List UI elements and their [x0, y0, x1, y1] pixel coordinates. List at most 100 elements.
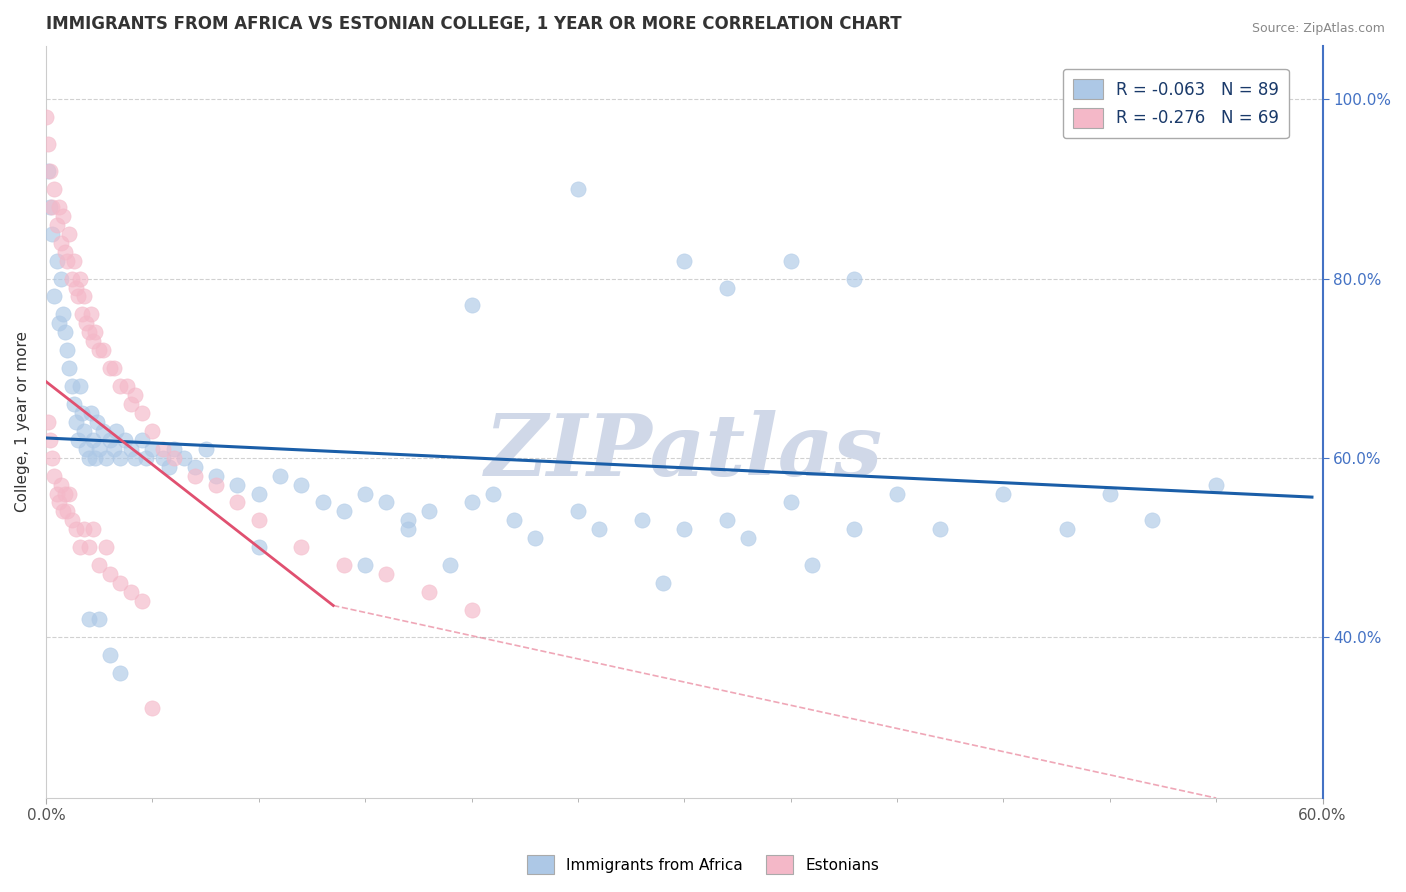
- Point: [716, 280, 738, 294]
- Text: ZIPatlas: ZIPatlas: [485, 410, 883, 493]
- Point: [73, 522, 96, 536]
- Point: [120, 442, 142, 456]
- Point: [65, 522, 87, 536]
- Point: [131, 594, 153, 608]
- Point: [141, 701, 163, 715]
- Point: [1098, 486, 1121, 500]
- Legend: R = -0.063   N = 89, R = -0.276   N = 69: R = -0.063 N = 89, R = -0.276 N = 69: [1063, 69, 1289, 138]
- Point: [110, 665, 132, 680]
- Point: [44, 182, 66, 196]
- Point: [673, 253, 696, 268]
- Point: [41, 227, 63, 241]
- Point: [48, 316, 70, 330]
- Point: [77, 612, 100, 626]
- Point: [84, 450, 107, 465]
- Point: [37, 137, 59, 152]
- Point: [333, 558, 356, 573]
- Point: [66, 289, 89, 303]
- Point: [73, 289, 96, 303]
- Point: [48, 495, 70, 509]
- Point: [396, 513, 419, 527]
- Point: [162, 450, 184, 465]
- Point: [247, 486, 270, 500]
- Point: [82, 522, 104, 536]
- Point: [77, 450, 100, 465]
- Point: [56, 504, 79, 518]
- Point: [79, 307, 101, 321]
- Point: [52, 209, 75, 223]
- Point: [89, 343, 111, 358]
- Point: [86, 415, 108, 429]
- Point: [37, 415, 59, 429]
- Point: [66, 433, 89, 447]
- Point: [194, 442, 217, 456]
- Point: [41, 450, 63, 465]
- Text: Source: ZipAtlas.com: Source: ZipAtlas.com: [1251, 22, 1385, 36]
- Point: [503, 513, 526, 527]
- Point: [52, 504, 75, 518]
- Point: [247, 541, 270, 555]
- Point: [48, 200, 70, 214]
- Point: [152, 450, 174, 465]
- Point: [460, 603, 482, 617]
- Point: [993, 486, 1015, 500]
- Point: [928, 522, 950, 536]
- Point: [481, 486, 503, 500]
- Point: [110, 450, 132, 465]
- Point: [75, 442, 97, 456]
- Point: [58, 227, 80, 241]
- Point: [439, 558, 461, 573]
- Point: [93, 343, 115, 358]
- Point: [115, 379, 138, 393]
- Point: [58, 361, 80, 376]
- Point: [56, 343, 79, 358]
- Point: [567, 504, 589, 518]
- Point: [124, 450, 146, 465]
- Point: [53, 244, 76, 259]
- Point: [152, 442, 174, 456]
- Point: [290, 541, 312, 555]
- Point: [205, 468, 228, 483]
- Point: [69, 541, 91, 555]
- Point: [141, 424, 163, 438]
- Point: [460, 298, 482, 312]
- Point: [110, 379, 132, 393]
- Point: [375, 495, 398, 509]
- Point: [94, 541, 117, 555]
- Point: [70, 307, 93, 321]
- Point: [226, 495, 249, 509]
- Point: [53, 486, 76, 500]
- Point: [131, 406, 153, 420]
- Point: [588, 522, 610, 536]
- Point: [60, 271, 83, 285]
- Point: [311, 495, 333, 509]
- Point: [120, 397, 142, 411]
- Point: [93, 424, 115, 438]
- Point: [49, 477, 72, 491]
- Point: [524, 531, 547, 545]
- Point: [652, 576, 675, 591]
- Point: [77, 326, 100, 340]
- Point: [44, 468, 66, 483]
- Text: IMMIGRANTS FROM AFRICA VS ESTONIAN COLLEGE, 1 YEAR OR MORE CORRELATION CHART: IMMIGRANTS FROM AFRICA VS ESTONIAN COLLE…: [46, 15, 901, 33]
- Point: [1205, 477, 1227, 491]
- Point: [135, 450, 157, 465]
- Point: [69, 379, 91, 393]
- Point: [673, 522, 696, 536]
- Point: [39, 433, 62, 447]
- Point: [103, 442, 125, 456]
- Point: [62, 253, 84, 268]
- Point: [173, 450, 195, 465]
- Point: [58, 486, 80, 500]
- Point: [53, 326, 76, 340]
- Point: [69, 271, 91, 285]
- Point: [39, 200, 62, 214]
- Point: [162, 442, 184, 456]
- Point: [114, 433, 136, 447]
- Point: [70, 406, 93, 420]
- Point: [1056, 522, 1078, 536]
- Point: [418, 504, 440, 518]
- Point: [630, 513, 652, 527]
- Point: [124, 388, 146, 402]
- Point: [62, 397, 84, 411]
